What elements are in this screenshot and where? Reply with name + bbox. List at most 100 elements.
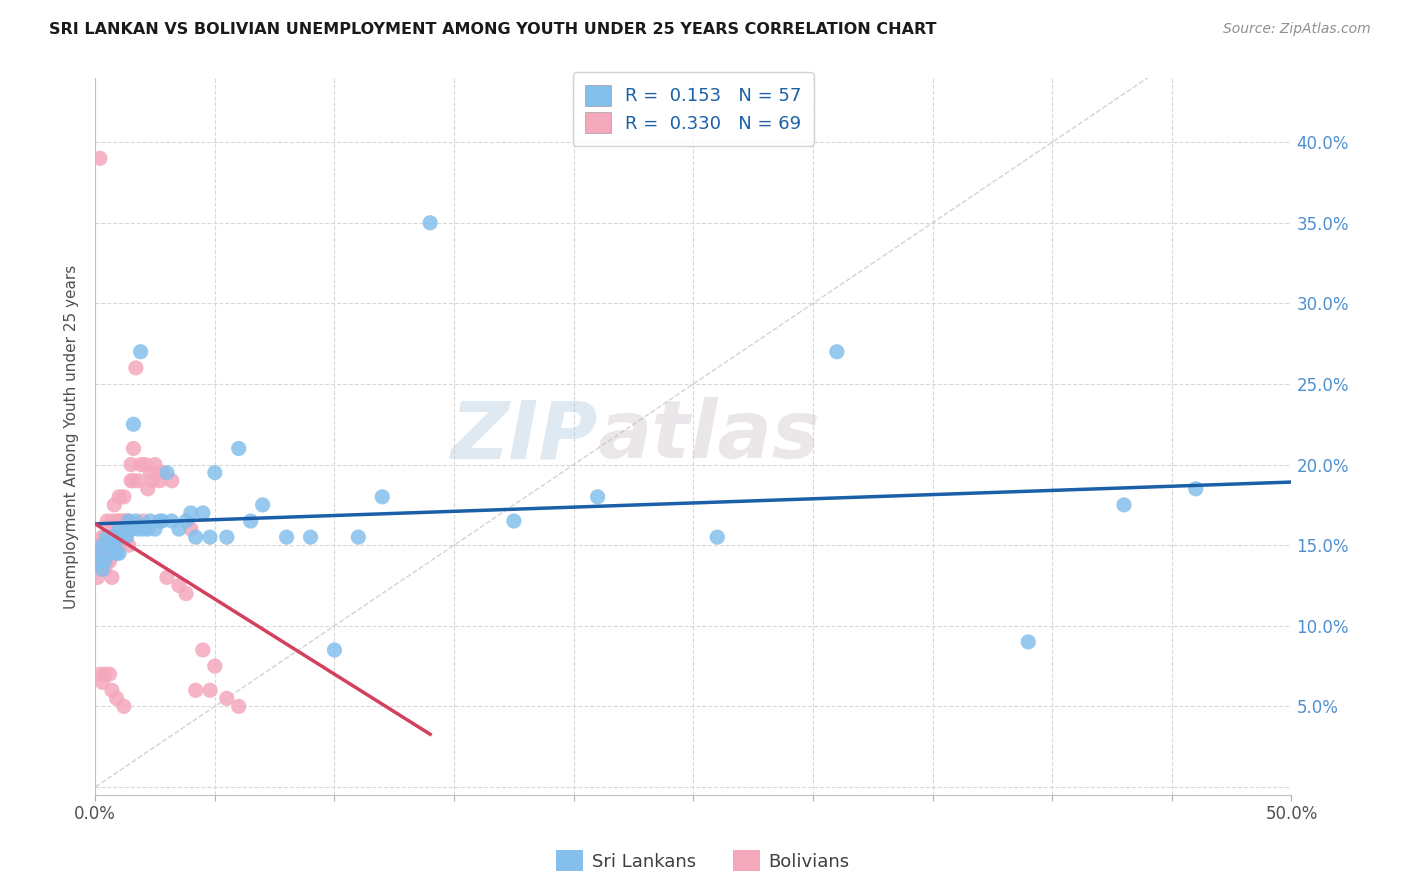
Point <box>150 514 173 528</box>
Point <box>89 546 111 560</box>
Point <box>98 667 121 681</box>
Point <box>112 522 135 536</box>
Point <box>91 530 114 544</box>
Point <box>115 530 138 544</box>
Point <box>98 530 121 544</box>
Point <box>139 514 162 528</box>
Point <box>174 586 197 600</box>
Point <box>118 514 141 528</box>
Point <box>198 683 221 698</box>
Point <box>96 530 118 544</box>
Point <box>105 691 128 706</box>
Text: SRI LANKAN VS BOLIVIAN UNEMPLOYMENT AMONG YOUTH UNDER 25 YEARS CORRELATION CHART: SRI LANKAN VS BOLIVIAN UNEMPLOYMENT AMON… <box>49 22 936 37</box>
Point <box>105 538 128 552</box>
Point <box>105 546 128 560</box>
Point <box>105 530 128 544</box>
Point <box>239 514 262 528</box>
Point <box>101 538 124 552</box>
Point <box>127 474 149 488</box>
Point <box>108 522 131 536</box>
Point <box>1112 498 1135 512</box>
Point <box>108 514 131 528</box>
Point <box>94 546 117 560</box>
Point <box>191 643 214 657</box>
Point <box>825 344 848 359</box>
Point <box>108 546 131 560</box>
Point <box>96 530 118 544</box>
Point <box>101 538 124 552</box>
Point <box>136 482 159 496</box>
Point <box>215 530 238 544</box>
Point <box>103 546 125 560</box>
Point <box>86 554 108 568</box>
Point <box>125 514 148 528</box>
Point <box>115 514 138 528</box>
Point <box>125 360 148 375</box>
Point <box>89 562 111 576</box>
Point <box>586 490 609 504</box>
Point <box>105 514 128 528</box>
Point <box>110 530 132 544</box>
Point <box>134 458 156 472</box>
Point <box>120 522 142 536</box>
Point <box>91 562 114 576</box>
Point <box>108 538 131 552</box>
Point <box>101 683 124 698</box>
Point <box>112 514 135 528</box>
Point <box>139 466 162 480</box>
Point <box>174 514 197 528</box>
Point <box>215 691 238 706</box>
Point <box>198 530 221 544</box>
Point <box>204 466 226 480</box>
Point <box>120 474 142 488</box>
Point <box>89 151 111 165</box>
Point <box>184 683 207 698</box>
Y-axis label: Unemployment Among Youth under 25 years: Unemployment Among Youth under 25 years <box>65 264 79 608</box>
Point <box>252 498 274 512</box>
Point <box>96 514 118 528</box>
Point <box>115 530 138 544</box>
Point <box>156 570 179 584</box>
Point <box>122 442 145 456</box>
Point <box>122 474 145 488</box>
Point <box>160 514 183 528</box>
Point <box>184 530 207 544</box>
Text: ZIP: ZIP <box>450 397 598 475</box>
Point <box>127 522 149 536</box>
Point <box>143 522 166 536</box>
Point <box>112 699 135 714</box>
Point <box>118 514 141 528</box>
Point <box>110 514 132 528</box>
Point <box>228 442 250 456</box>
Text: Source: ZipAtlas.com: Source: ZipAtlas.com <box>1223 22 1371 37</box>
Point <box>129 458 152 472</box>
Point <box>101 514 124 528</box>
Point <box>132 514 155 528</box>
Text: atlas: atlas <box>598 397 820 475</box>
Point <box>98 546 121 560</box>
Point <box>160 474 183 488</box>
Point <box>94 667 117 681</box>
Point <box>86 554 108 568</box>
Point <box>86 570 108 584</box>
Point <box>323 643 346 657</box>
Point <box>94 562 117 576</box>
Point <box>156 466 179 480</box>
Point <box>122 417 145 432</box>
Point <box>103 498 125 512</box>
Point <box>204 659 226 673</box>
Point <box>132 522 155 536</box>
Point <box>167 578 190 592</box>
Point <box>228 699 250 714</box>
Point <box>110 530 132 544</box>
Point <box>118 538 141 552</box>
Point <box>120 522 142 536</box>
Point <box>103 538 125 552</box>
Point <box>1017 635 1039 649</box>
Point <box>108 490 131 504</box>
Point <box>299 530 322 544</box>
Point <box>101 530 124 544</box>
Legend: R =  0.153   N = 57, R =  0.330   N = 69: R = 0.153 N = 57, R = 0.330 N = 69 <box>572 72 814 145</box>
Point <box>180 522 202 536</box>
Point <box>112 490 135 504</box>
